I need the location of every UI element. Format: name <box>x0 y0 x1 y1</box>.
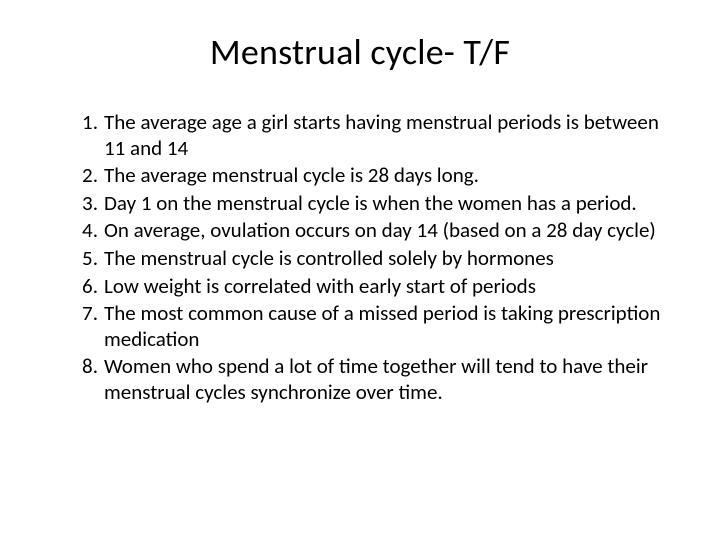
list-item: The average menstrual cycle is 28 days l… <box>76 163 664 189</box>
slide-title: Menstrual cycle- T/F <box>56 30 664 74</box>
list-item: Day 1 on the menstrual cycle is when the… <box>76 191 664 217</box>
slide: Menstrual cycle- T/F The average age a g… <box>0 0 720 540</box>
list-item: The menstrual cycle is controlled solely… <box>76 246 664 272</box>
list-item: The most common cause of a missed period… <box>76 301 664 352</box>
list-item: On average, ovulation occurs on day 14 (… <box>76 218 664 244</box>
list-item: Women who spend a lot of time together w… <box>76 354 664 405</box>
tf-list: The average age a girl starts having men… <box>56 110 664 406</box>
list-item: Low weight is correlated with early star… <box>76 274 664 300</box>
list-item: The average age a girl starts having men… <box>76 110 664 161</box>
